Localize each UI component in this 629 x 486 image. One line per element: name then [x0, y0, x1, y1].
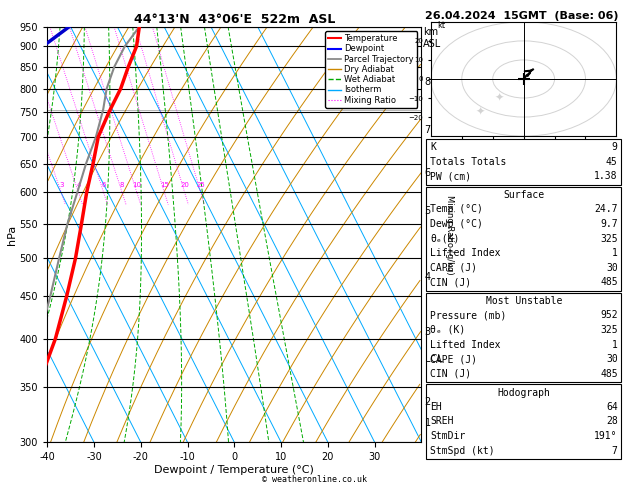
Y-axis label: hPa: hPa	[7, 225, 17, 244]
Text: SREH: SREH	[430, 417, 454, 426]
Text: 7: 7	[425, 125, 431, 136]
Text: ASL: ASL	[423, 39, 441, 49]
Text: θₑ(K): θₑ(K)	[430, 234, 460, 243]
Text: 325: 325	[600, 234, 618, 243]
Text: 24.7: 24.7	[594, 205, 618, 214]
Text: 8: 8	[425, 77, 431, 87]
Text: CIN (J): CIN (J)	[430, 278, 471, 287]
Text: Temp (°C): Temp (°C)	[430, 205, 483, 214]
Text: 485: 485	[600, 278, 618, 287]
Text: © weatheronline.co.uk: © weatheronline.co.uk	[262, 474, 367, 484]
Text: Lifted Index: Lifted Index	[430, 340, 501, 349]
Text: 3: 3	[59, 182, 64, 188]
Title: 44°13'N  43°06'E  522m  ASL: 44°13'N 43°06'E 522m ASL	[133, 13, 335, 26]
Text: 6: 6	[425, 168, 431, 178]
Text: 191°: 191°	[594, 431, 618, 441]
Text: 325: 325	[600, 325, 618, 335]
Text: 15: 15	[160, 182, 169, 188]
Text: 9.7: 9.7	[600, 219, 618, 229]
Text: Dewp (°C): Dewp (°C)	[430, 219, 483, 229]
Text: CAPE (J): CAPE (J)	[430, 354, 477, 364]
Text: km: km	[423, 27, 438, 37]
Text: ✦: ✦	[494, 93, 504, 103]
Text: EH: EH	[430, 402, 442, 412]
Text: Surface: Surface	[503, 191, 545, 200]
Text: StmDir: StmDir	[430, 431, 465, 441]
Text: 28: 28	[606, 417, 618, 426]
Text: 5: 5	[425, 206, 431, 216]
Text: 1: 1	[612, 340, 618, 349]
Text: 3: 3	[425, 327, 431, 337]
Text: 1: 1	[612, 248, 618, 258]
Text: 9: 9	[612, 142, 618, 152]
Text: ✦: ✦	[476, 106, 485, 116]
Text: 10: 10	[132, 182, 142, 188]
Text: StmSpd (kt): StmSpd (kt)	[430, 446, 495, 455]
Legend: Temperature, Dewpoint, Parcel Trajectory, Dry Adiabat, Wet Adiabat, Isotherm, Mi: Temperature, Dewpoint, Parcel Trajectory…	[325, 31, 417, 108]
X-axis label: Dewpoint / Temperature (°C): Dewpoint / Temperature (°C)	[154, 465, 314, 475]
Text: LCL: LCL	[425, 354, 442, 364]
Text: Totals Totals: Totals Totals	[430, 157, 506, 167]
Text: 25: 25	[196, 182, 205, 188]
Text: CAPE (J): CAPE (J)	[430, 263, 477, 273]
Text: K: K	[430, 142, 436, 152]
Text: 1.38: 1.38	[594, 172, 618, 181]
Text: 485: 485	[600, 369, 618, 379]
Text: 8: 8	[120, 182, 125, 188]
Text: 1: 1	[425, 418, 431, 428]
Text: 30: 30	[606, 263, 618, 273]
Text: kt: kt	[437, 20, 445, 30]
Text: 2: 2	[425, 397, 431, 407]
Text: 4: 4	[76, 182, 81, 188]
Text: 45: 45	[606, 157, 618, 167]
Text: 6: 6	[101, 182, 106, 188]
Text: 7: 7	[612, 446, 618, 455]
Text: 64: 64	[606, 402, 618, 412]
Text: CIN (J): CIN (J)	[430, 369, 471, 379]
Text: 30: 30	[606, 354, 618, 364]
Text: Lifted Index: Lifted Index	[430, 248, 501, 258]
Text: 20: 20	[180, 182, 189, 188]
Text: Mixing Ratio (g/kg): Mixing Ratio (g/kg)	[445, 195, 454, 274]
Text: PW (cm): PW (cm)	[430, 172, 471, 181]
Text: 952: 952	[600, 311, 618, 320]
Text: Most Unstable: Most Unstable	[486, 296, 562, 306]
Text: 26.04.2024  15GMT  (Base: 06): 26.04.2024 15GMT (Base: 06)	[425, 11, 618, 21]
Text: 4: 4	[425, 272, 431, 281]
Text: Pressure (mb): Pressure (mb)	[430, 311, 506, 320]
Text: Hodograph: Hodograph	[498, 388, 550, 398]
Text: θₑ (K): θₑ (K)	[430, 325, 465, 335]
